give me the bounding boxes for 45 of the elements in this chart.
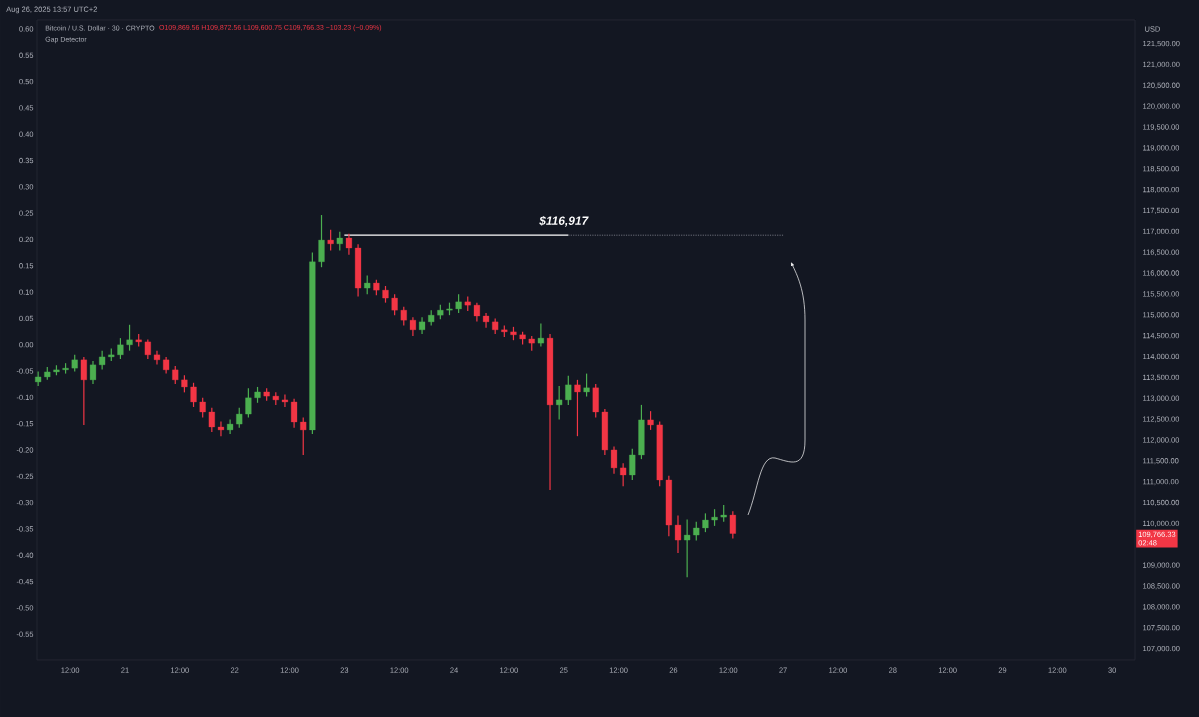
candlestick <box>281 393 289 408</box>
candlestick <box>418 316 426 335</box>
candlestick <box>565 375 572 406</box>
candlestick <box>336 231 343 252</box>
candlestick <box>99 350 106 371</box>
candlestick <box>236 407 243 429</box>
candlestick <box>455 293 462 314</box>
candlestick <box>620 462 627 487</box>
candlestick <box>674 514 682 554</box>
candlestick <box>117 337 124 360</box>
candlestick <box>391 293 398 316</box>
candlestick <box>556 385 563 421</box>
candlestick <box>126 324 133 352</box>
candlestick <box>245 387 252 418</box>
annotation: $116,917 <box>539 215 589 227</box>
candlestick <box>647 410 654 431</box>
candlestick <box>702 512 709 533</box>
candlestick <box>300 416 307 456</box>
candlestick <box>546 333 554 491</box>
candlestick <box>610 446 618 475</box>
candlestick <box>729 510 736 539</box>
candlestick <box>656 420 663 487</box>
candlestick <box>638 404 645 460</box>
candlestick <box>364 274 371 295</box>
candlestick <box>153 350 161 366</box>
candlestick <box>583 372 590 398</box>
candlestick <box>190 382 197 408</box>
candlestick <box>482 312 490 329</box>
candlestick <box>355 243 362 297</box>
candlestick <box>89 360 97 385</box>
candlestick <box>309 251 316 435</box>
candlestick <box>693 521 700 542</box>
candlestick <box>144 338 151 360</box>
candlestick <box>574 379 581 437</box>
candlestick <box>208 407 215 433</box>
candlestick <box>318 214 325 268</box>
candlestick <box>227 418 234 435</box>
candlestick <box>199 397 206 418</box>
candlestick <box>629 448 636 481</box>
candlestick <box>327 229 334 252</box>
candlestick <box>684 519 691 578</box>
candlestick <box>400 306 407 327</box>
candlestick <box>217 420 225 437</box>
candlestick <box>537 322 544 348</box>
candlestick <box>592 383 599 418</box>
